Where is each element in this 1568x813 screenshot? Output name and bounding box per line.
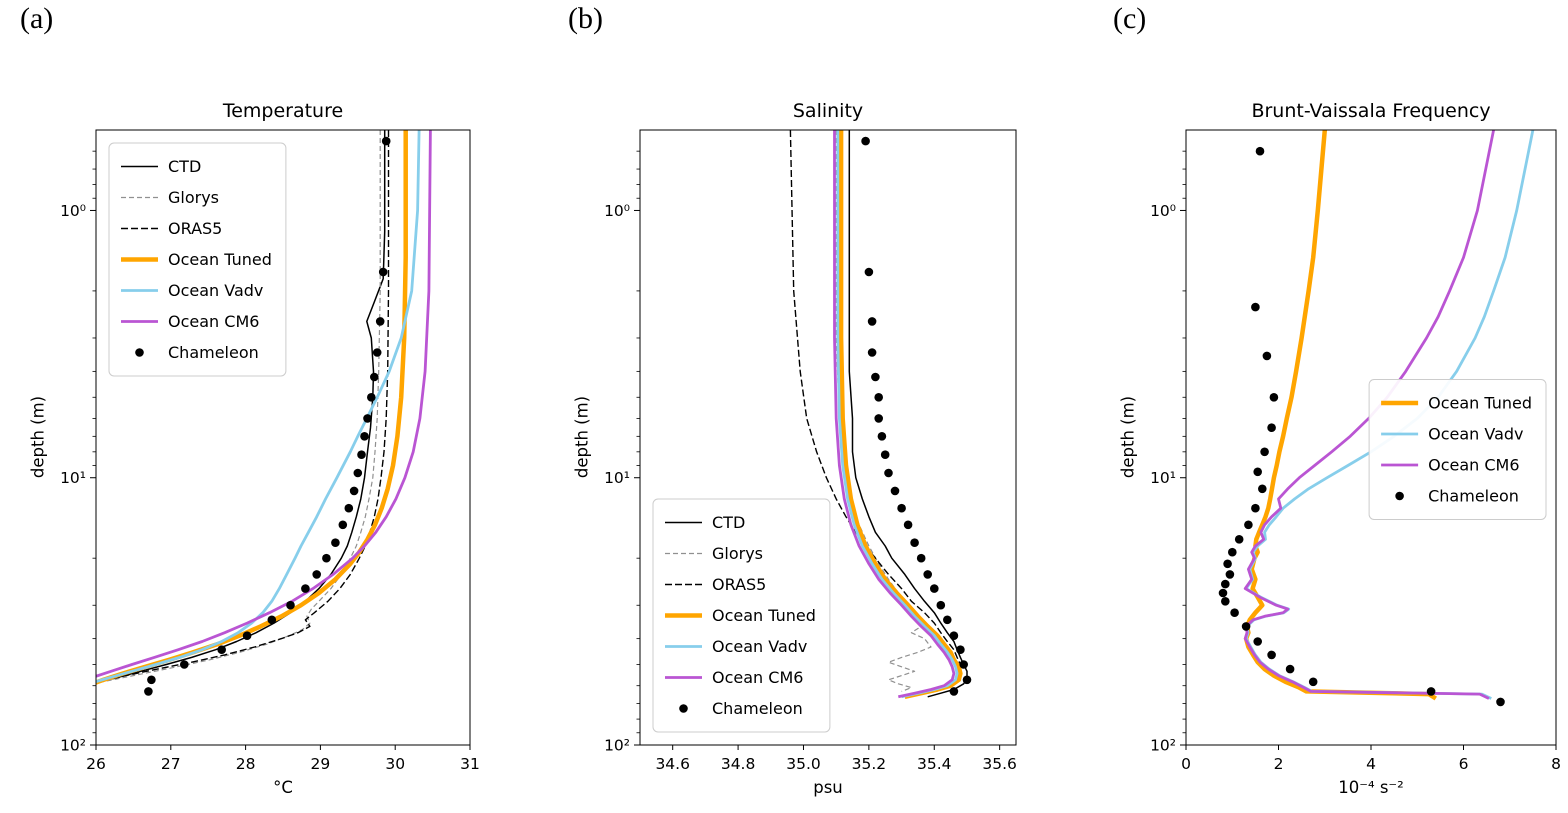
y-tick-label: 10² bbox=[604, 737, 630, 755]
x-tick-label: 2 bbox=[1274, 755, 1284, 773]
legend-label-glorys: Glorys bbox=[712, 544, 763, 563]
x-tick-label: 35.2 bbox=[852, 755, 887, 773]
x-tick-label: 35.6 bbox=[982, 755, 1017, 773]
series-chameleon bbox=[144, 136, 391, 696]
y-tick-label: 10¹ bbox=[1150, 469, 1176, 487]
legend-label-chameleon: Chameleon bbox=[168, 343, 259, 362]
y-tick-label: 10² bbox=[1150, 737, 1176, 755]
x-tick-label: 35.4 bbox=[917, 755, 952, 773]
x-tick-label: 6 bbox=[1459, 755, 1469, 773]
x-tick-label: 27 bbox=[161, 755, 181, 773]
legend-label-chameleon: Chameleon bbox=[712, 699, 803, 718]
x-tick-label: 29 bbox=[311, 755, 331, 773]
legend-label-ocean-tuned: Ocean Tuned bbox=[712, 606, 816, 625]
legend-label-chameleon: Chameleon bbox=[1428, 487, 1519, 506]
x-tick-label: 28 bbox=[236, 755, 256, 773]
title-salinity: Salinity bbox=[792, 100, 864, 122]
series-chameleon bbox=[1218, 146, 1505, 707]
legend-label-ctd: CTD bbox=[168, 157, 201, 176]
panel-label-a: (a) bbox=[20, 2, 54, 35]
x-tick-label: 8 bbox=[1551, 755, 1561, 773]
ylabel-temperature: depth (m) bbox=[28, 395, 48, 479]
xlabel-bv-frequency: 10⁻⁴ s⁻² bbox=[1338, 778, 1404, 797]
legend-label-ocean-vadv: Ocean Vadv bbox=[168, 281, 263, 300]
y-tick-label: 10⁰ bbox=[60, 202, 86, 220]
ylabel-bv-frequency: depth (m) bbox=[1118, 395, 1138, 479]
axes-frame bbox=[95, 129, 471, 746]
legend-label-ocean-cm6: Ocean CM6 bbox=[168, 312, 259, 331]
x-tick-label: 0 bbox=[1181, 755, 1191, 773]
x-tick-label: 35.0 bbox=[786, 755, 821, 773]
series-ocean-vadv bbox=[836, 130, 959, 699]
xlabel-temperature: °C bbox=[273, 778, 293, 797]
y-axis: 10⁰ 10¹ 10² bbox=[604, 150, 640, 755]
y-axis: 10⁰ 10¹ 10² bbox=[60, 150, 96, 755]
legend-label-glorys: Glorys bbox=[168, 188, 219, 207]
legend-label-oras5: ORAS5 bbox=[712, 575, 766, 594]
series-oras5 bbox=[96, 130, 390, 683]
y-axis: 10⁰ 10¹ 10² bbox=[1150, 150, 1186, 755]
series-ocean-cm6 bbox=[96, 130, 432, 678]
series-glorys bbox=[96, 130, 381, 684]
x-axis: 0 2 4 6 8 bbox=[1181, 745, 1561, 773]
panel-label-c: (c) bbox=[1113, 2, 1147, 35]
x-tick-label: 31 bbox=[460, 755, 480, 773]
series-layer bbox=[789, 130, 972, 699]
series-ocean-tuned bbox=[838, 130, 963, 699]
y-tick-label: 10¹ bbox=[604, 469, 630, 487]
x-axis: 34.6 34.8 35.0 35.2 35.4 35.6 bbox=[655, 745, 1017, 773]
legend-label-ocean-vadv: Ocean Vadv bbox=[712, 637, 807, 656]
legend-label-ocean-vadv: Ocean Vadv bbox=[1428, 425, 1523, 444]
x-tick-label: 26 bbox=[86, 755, 106, 773]
x-tick-label: 4 bbox=[1366, 755, 1376, 773]
legend-label-oras5: ORAS5 bbox=[168, 219, 222, 238]
legend-label-ocean-cm6: Ocean CM6 bbox=[712, 668, 803, 687]
y-tick-label: 10² bbox=[60, 737, 86, 755]
series-ctd bbox=[96, 130, 386, 684]
panel-temperature: 26 27 28 29 30 31 10⁰ 10¹ 10² CTD Glorys ORAS5 Ocean… bbox=[60, 129, 480, 773]
legend-label-ctd: CTD bbox=[712, 513, 745, 532]
x-axis: 26 27 28 29 30 31 bbox=[86, 745, 480, 773]
x-tick-label: 34.8 bbox=[721, 755, 756, 773]
y-tick-label: 10¹ bbox=[60, 469, 86, 487]
panel-label-b: (b) bbox=[568, 2, 603, 35]
series-layer bbox=[96, 130, 432, 696]
xlabel-salinity: psu bbox=[813, 778, 843, 797]
legend-marker-chameleon bbox=[1395, 491, 1404, 501]
ylabel-salinity: depth (m) bbox=[572, 395, 592, 479]
x-tick-label: 30 bbox=[385, 755, 405, 773]
y-tick-label: 10⁰ bbox=[1150, 202, 1176, 220]
panel-salinity: 34.6 34.8 35.0 35.2 35.4 35.6 10⁰ 10¹ 10² CTD Glor… bbox=[604, 129, 1017, 773]
legend: Ocean Tuned Ocean Vadv Ocean CM6 Chameleon bbox=[1368, 379, 1547, 520]
title-temperature: Temperature bbox=[222, 100, 344, 122]
series-chameleon bbox=[861, 136, 972, 696]
x-tick-label: 34.6 bbox=[655, 755, 690, 773]
series-ocean-tuned bbox=[1243, 130, 1437, 701]
series-glorys bbox=[835, 130, 932, 692]
legend-label-ocean-cm6: Ocean CM6 bbox=[1428, 456, 1519, 475]
y-tick-label: 10⁰ bbox=[604, 202, 630, 220]
series-ocean-cm6 bbox=[833, 130, 956, 699]
legend: CTD Glorys ORAS5 Ocean Tuned Ocean Vadv Ocean… bbox=[652, 498, 831, 733]
series-ocean-vadv bbox=[96, 130, 421, 684]
axes-frame bbox=[639, 129, 1017, 746]
title-bv-frequency: Brunt-Vaissala Frequency bbox=[1251, 100, 1491, 122]
legend-label-ocean-tuned: Ocean Tuned bbox=[1428, 394, 1532, 413]
legend: CTD Glorys ORAS5 Ocean Tuned Ocean Vadv Ocean… bbox=[108, 142, 287, 377]
legend-marker-chameleon bbox=[135, 348, 144, 357]
legend-label-ocean-tuned: Ocean Tuned bbox=[168, 250, 272, 269]
legend-marker-chameleon bbox=[679, 704, 688, 713]
